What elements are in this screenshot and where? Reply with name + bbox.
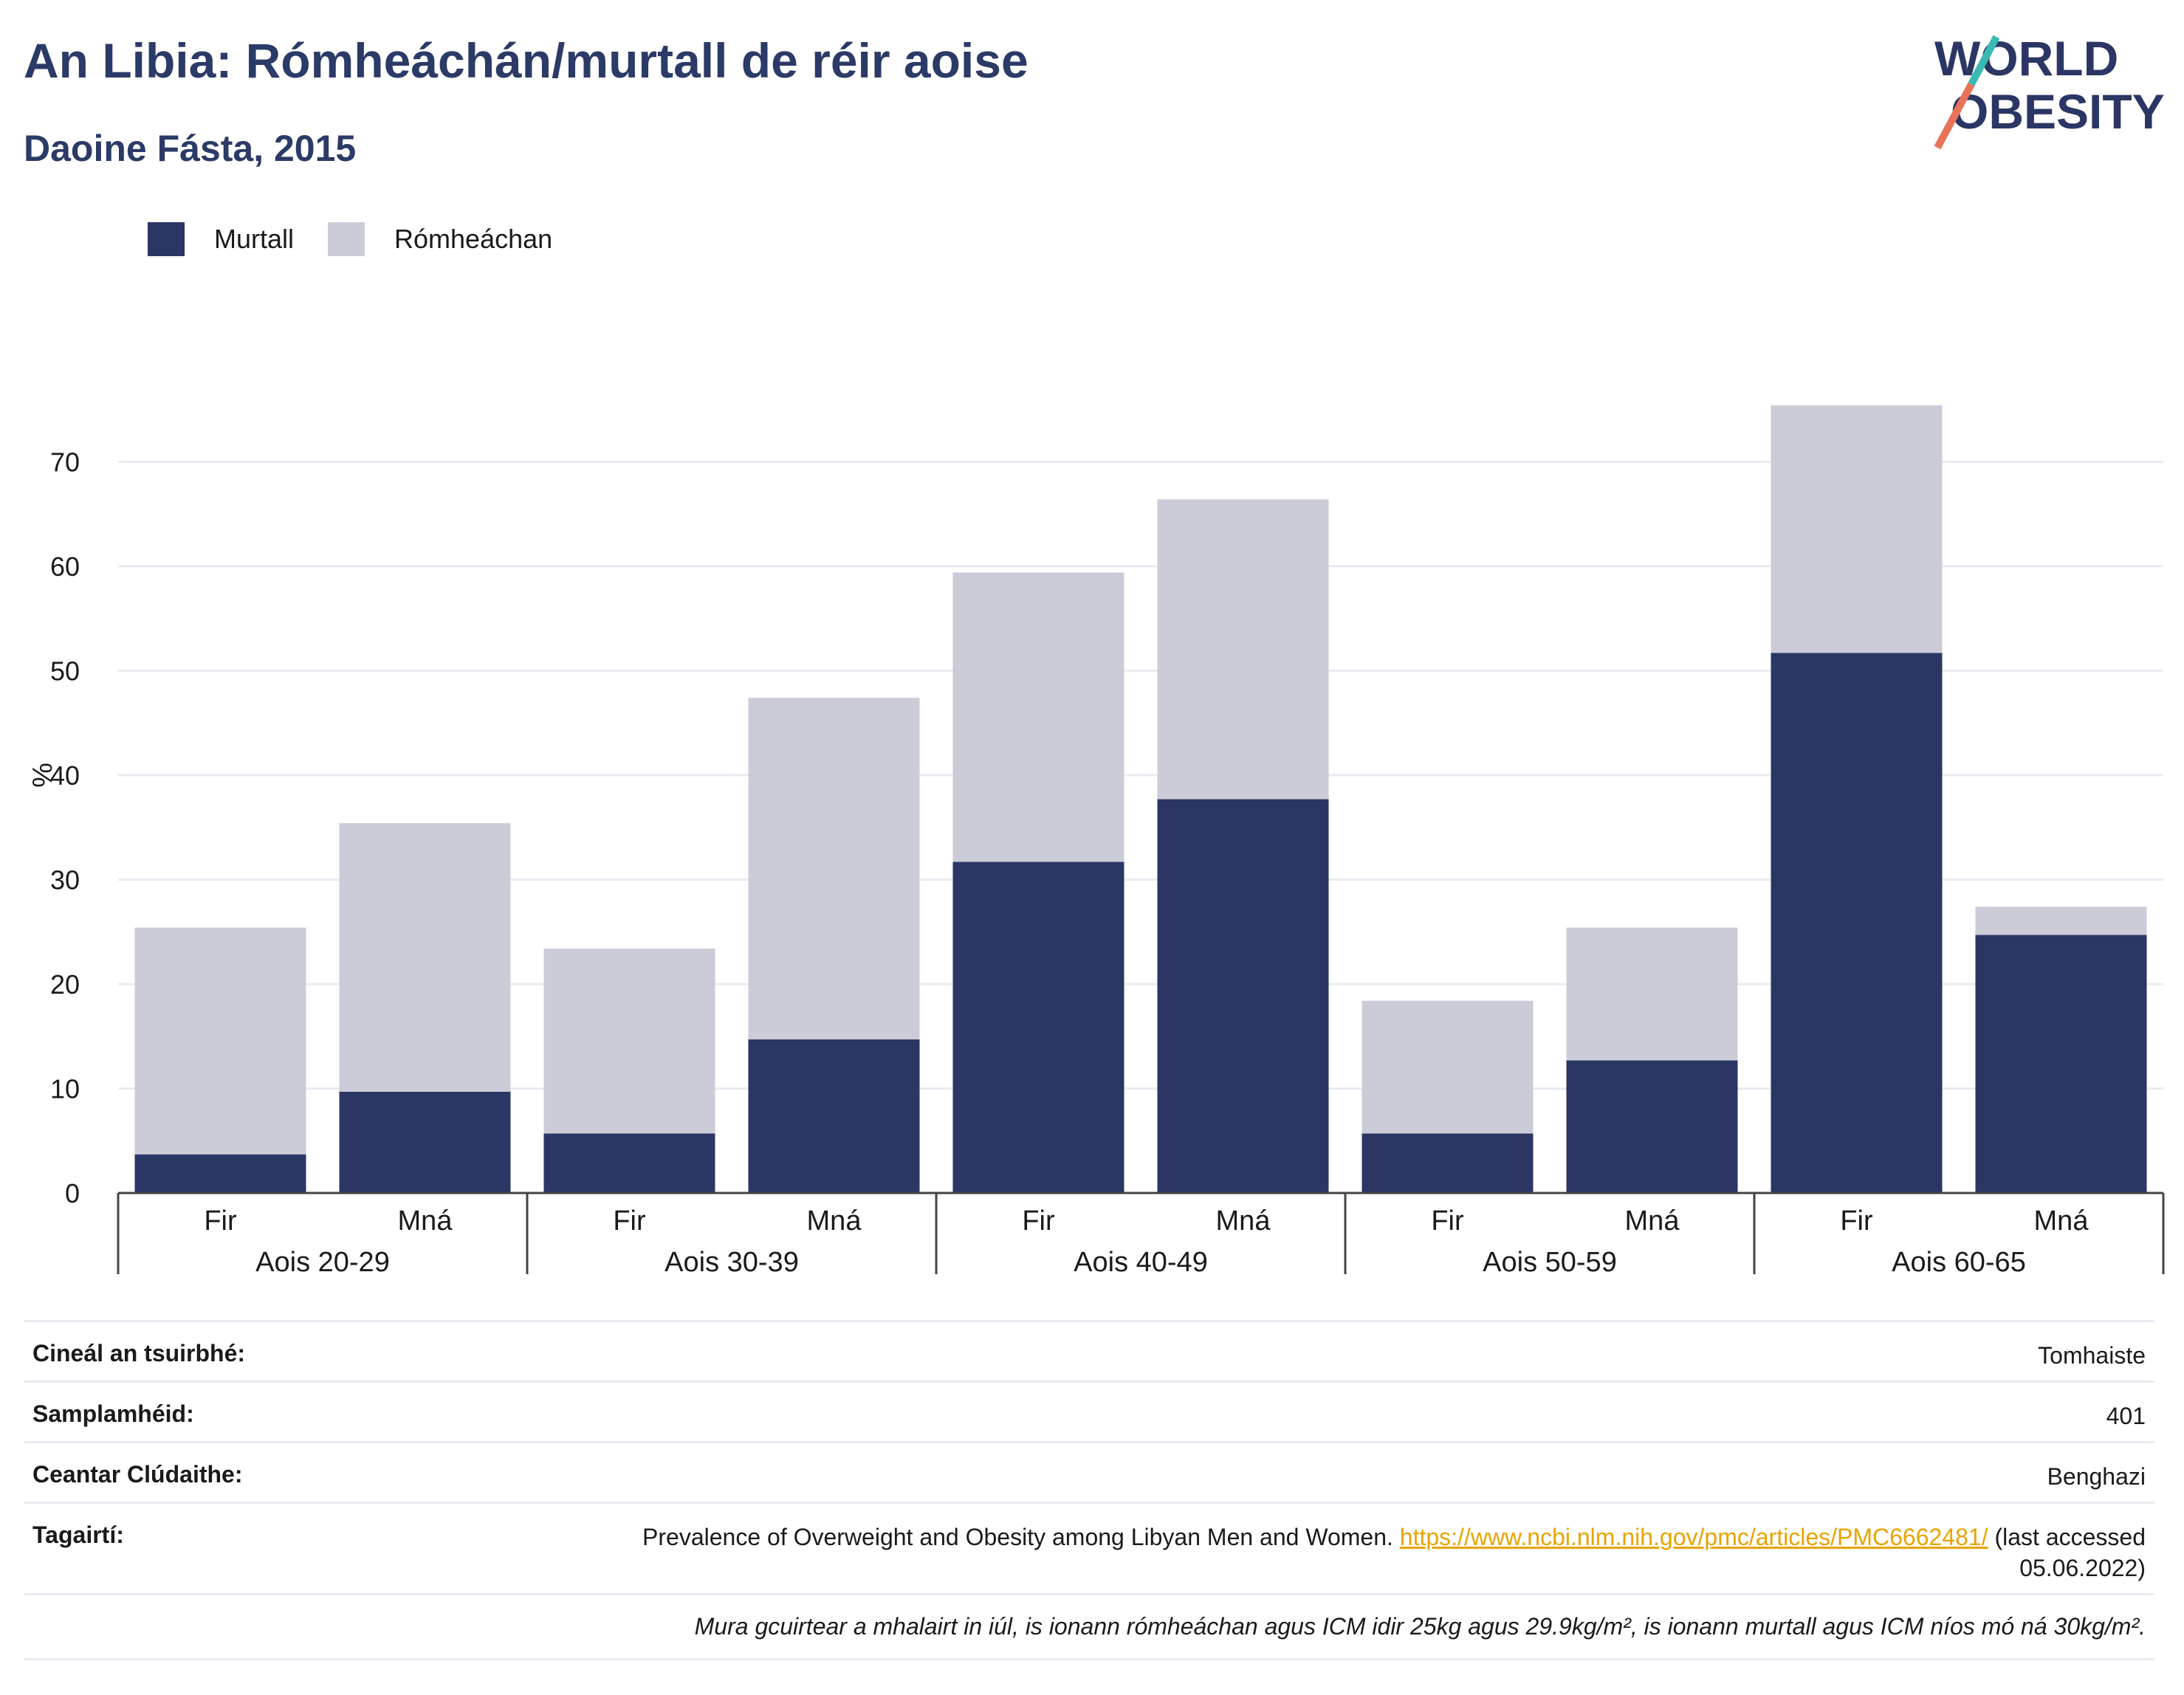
- x-tick-label: Mná: [1625, 1206, 1680, 1237]
- x-tick-label: Fir: [613, 1206, 646, 1237]
- stacked-bar-chart: 0 10 20 30 40 50 60 70% Fir Mná Fir Mná Fir Mná Fir Mná…: [27, 405, 2165, 1278]
- reference-link[interactable]: https://www.ncbi.nlm.nih.gov/pmc/article…: [1399, 1524, 1988, 1550]
- bar-murtall-3: [748, 1039, 920, 1193]
- info-value: 401: [2106, 1403, 2146, 1429]
- bar-murtall-1: [339, 1091, 511, 1193]
- info-value: Tomhaiste: [2038, 1342, 2146, 1369]
- bar-murtall-0: [134, 1154, 306, 1193]
- y-tick-label: 40: [50, 760, 80, 791]
- svg-text:OBESITY: OBESITY: [1951, 84, 2165, 139]
- y-tick-label: 70: [50, 447, 80, 478]
- x-tick-label: Mná: [807, 1206, 862, 1237]
- info-key: Tagairtí:: [32, 1522, 124, 1548]
- y-axis-label: %: [27, 763, 58, 788]
- chart-title: An Libia: Rómheáchán/murtall de réir aoi…: [24, 33, 1029, 88]
- x-tick-label: Mná: [398, 1206, 453, 1237]
- bar-rmhechan-7: [1566, 927, 1738, 1061]
- definition-note: Mura gcuirtear a mhalairt in iúl, is ion…: [24, 1593, 2154, 1660]
- bar-murtall-5: [1157, 799, 1329, 1193]
- bar-rmhechan-2: [543, 948, 715, 1134]
- bar-murtall-2: [543, 1133, 715, 1193]
- chart-subtitle: Daoine Fásta, 2015: [24, 128, 357, 169]
- group-label: Aois 30-39: [665, 1247, 799, 1278]
- legend-swatch-murtall: [148, 222, 185, 256]
- x-tick-label: Fir: [1431, 1206, 1464, 1237]
- legend-swatch-romheachan: [328, 222, 365, 256]
- info-value: Benghazi: [2047, 1463, 2146, 1490]
- svg-text:WORLD: WORLD: [1934, 31, 2118, 86]
- y-tick-label: 30: [50, 865, 80, 895]
- bar-rmhechan-1: [339, 823, 511, 1092]
- world-obesity-logo: WORLD OBESITY: [1934, 31, 2165, 150]
- reference-title: Prevalence of Overweight and Obesity amo…: [642, 1524, 1400, 1550]
- group-label: Aois 60-65: [1892, 1247, 2026, 1278]
- x-tick-label: Mná: [2034, 1206, 2089, 1237]
- bar-rmhechan-9: [1975, 907, 2147, 935]
- bar-murtall-6: [1361, 1133, 1534, 1193]
- bar-murtall-7: [1566, 1060, 1738, 1193]
- bar-rmhechan-0: [134, 927, 306, 1155]
- legend-label-murtall: Murtall: [214, 224, 295, 254]
- reference-text: Prevalence of Overweight and Obesity amo…: [521, 1522, 2146, 1584]
- info-row-references: Tagairtí: Prevalence of Overweight and O…: [24, 1502, 2154, 1593]
- info-table: Cineál an tsuirbhé: Tomhaiste Samplamhéi…: [24, 1320, 2154, 1660]
- info-row-area-covered: Ceantar Clúdaithe: Benghazi: [24, 1441, 2154, 1502]
- info-key: Samplamhéid:: [32, 1400, 194, 1427]
- bar-rmhechan-5: [1157, 499, 1329, 800]
- legend-label-romheachan: Rómheáchan: [394, 224, 553, 254]
- y-tick-label: 0: [65, 1178, 80, 1208]
- x-tick-label: Fir: [204, 1206, 237, 1237]
- x-tick-label: Fir: [1840, 1206, 1873, 1237]
- y-tick-label: 50: [50, 656, 80, 687]
- y-tick-label: 10: [50, 1074, 80, 1104]
- bar-rmhechan-6: [1361, 1000, 1534, 1134]
- bar-rmhechan-3: [748, 698, 920, 1039]
- bar-rmhechan-8: [1771, 405, 1943, 653]
- y-tick-label: 20: [50, 969, 80, 1000]
- x-tick-label: Mná: [1216, 1206, 1271, 1237]
- chart-legend: Murtall Rómheáchan: [148, 219, 586, 260]
- legend-item-romheachan[interactable]: Rómheáchan: [328, 222, 552, 256]
- legend-item-murtall[interactable]: Murtall: [148, 222, 294, 256]
- reference-suffix: (last accessed 05.06.2022): [1988, 1524, 2146, 1581]
- info-row-survey-type: Cineál an tsuirbhé: Tomhaiste: [24, 1320, 2154, 1381]
- info-key: Ceantar Clúdaithe:: [32, 1461, 243, 1488]
- bar-rmhechan-4: [952, 572, 1124, 862]
- info-key: Cineál an tsuirbhé:: [32, 1340, 246, 1366]
- y-tick-label: 60: [50, 551, 80, 582]
- x-tick-label: Fir: [1022, 1206, 1055, 1237]
- bar-murtall-4: [952, 862, 1124, 1193]
- info-row-sample-size: Samplamhéid: 401: [24, 1381, 2154, 1441]
- bar-murtall-8: [1771, 653, 1943, 1193]
- group-label: Aois 50-59: [1483, 1247, 1617, 1278]
- bar-murtall-9: [1975, 935, 2147, 1193]
- group-label: Aois 40-49: [1074, 1247, 1208, 1278]
- group-label: Aois 20-29: [255, 1247, 390, 1278]
